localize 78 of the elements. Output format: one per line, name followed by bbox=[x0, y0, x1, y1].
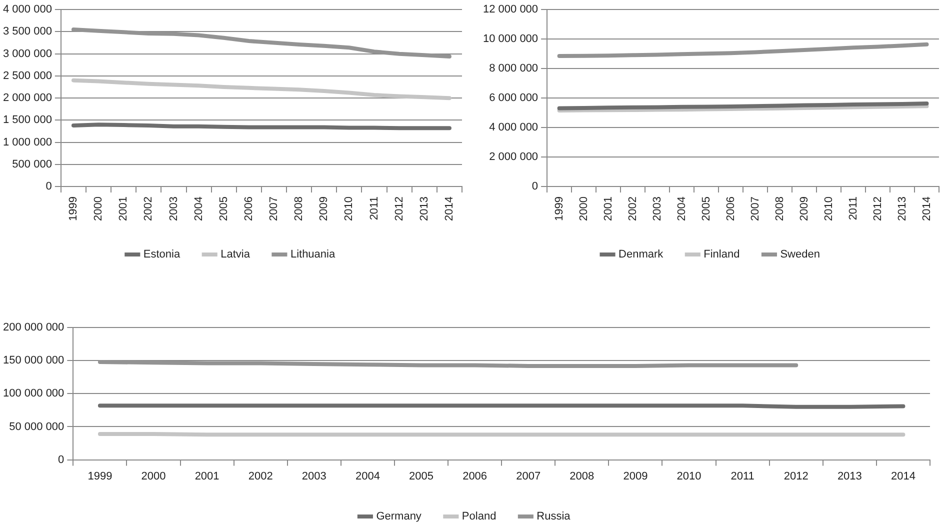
x-tick-label: 2005 bbox=[218, 196, 230, 222]
x-tick-label: 2002 bbox=[248, 470, 273, 482]
y-tick-label: 2 000 000 bbox=[489, 151, 538, 164]
y-tick-label: 2 000 000 bbox=[3, 92, 52, 104]
y-tick-label: 2 500 000 bbox=[3, 70, 52, 82]
y-tick-label: 4 000 000 bbox=[489, 122, 538, 134]
legend-label: Finland bbox=[704, 248, 740, 261]
y-tick-label: 8 000 000 bbox=[489, 62, 538, 75]
x-tick-label: 2003 bbox=[651, 196, 664, 222]
legend-label: Estonia bbox=[143, 248, 181, 261]
x-tick-label: 2008 bbox=[774, 196, 786, 222]
y-tick-label: 50 000 000 bbox=[9, 420, 64, 433]
x-tick-label: 2009 bbox=[623, 470, 648, 482]
legend-label: Denmark bbox=[618, 248, 664, 261]
x-tick-label: 2011 bbox=[368, 196, 380, 220]
x-tick-label: 2008 bbox=[570, 470, 594, 482]
legend-label: Sweden bbox=[780, 248, 820, 261]
x-tick-label: 2011 bbox=[730, 470, 754, 482]
x-tick-label: 2000 bbox=[92, 196, 105, 222]
y-tick-label: 150 000 000 bbox=[3, 354, 64, 367]
x-tick-label: 2007 bbox=[516, 470, 541, 482]
x-tick-label: 2013 bbox=[837, 470, 862, 482]
y-tick-label: 0 bbox=[58, 454, 64, 466]
x-tick-label: 1999 bbox=[553, 196, 566, 222]
x-tick-label: 2005 bbox=[409, 470, 434, 482]
x-tick-label: 2006 bbox=[242, 196, 255, 222]
x-tick-label: 2001 bbox=[602, 196, 614, 222]
x-tick-label: 2010 bbox=[343, 196, 356, 222]
legend-label: Lithuania bbox=[290, 248, 336, 261]
x-tick-label: 2004 bbox=[192, 196, 205, 222]
x-tick-label: 2002 bbox=[142, 196, 155, 222]
y-tick-label: 12 000 000 bbox=[482, 4, 538, 16]
x-tick-label: 2006 bbox=[724, 196, 737, 222]
y-tick-label: 500 000 bbox=[12, 158, 52, 170]
x-tick-label: 2009 bbox=[318, 196, 330, 222]
x-tick-label: 2009 bbox=[798, 196, 810, 222]
x-tick-label: 2000 bbox=[578, 196, 590, 222]
x-tick-label: 2004 bbox=[355, 470, 380, 482]
legend-label: Latvia bbox=[220, 248, 251, 261]
y-tick-label: 200 000 000 bbox=[3, 322, 64, 334]
x-tick-label: 2013 bbox=[418, 196, 430, 222]
y-tick-label: 1 000 000 bbox=[3, 136, 52, 148]
x-tick-label: 2012 bbox=[872, 196, 884, 222]
x-tick-label: 2012 bbox=[784, 470, 808, 482]
x-tick-label: 2011 bbox=[847, 196, 860, 220]
legend-label: Poland bbox=[462, 510, 496, 523]
x-tick-label: 2001 bbox=[118, 196, 130, 222]
legend-label: Russia bbox=[536, 510, 572, 523]
x-tick-label: 2005 bbox=[700, 196, 712, 222]
x-tick-label: 2006 bbox=[462, 470, 488, 482]
x-tick-label: 2003 bbox=[168, 196, 180, 222]
y-tick-label: 3 500 000 bbox=[3, 26, 52, 38]
x-tick-label: 2014 bbox=[444, 196, 456, 222]
x-tick-label: 2007 bbox=[268, 196, 280, 222]
x-tick-label: 1999 bbox=[88, 470, 112, 482]
x-tick-label: 2001 bbox=[194, 470, 220, 482]
x-tick-label: 2004 bbox=[676, 196, 688, 222]
x-tick-label: 2008 bbox=[293, 196, 306, 222]
x-tick-label: 2000 bbox=[141, 470, 166, 482]
x-tick-label: 2003 bbox=[302, 470, 326, 482]
y-tick-label: 100 000 000 bbox=[3, 388, 64, 400]
x-tick-label: 2013 bbox=[896, 196, 908, 222]
y-tick-label: 0 bbox=[46, 180, 52, 193]
legend-label: Germany bbox=[376, 510, 422, 523]
x-tick-label: 2012 bbox=[393, 196, 406, 222]
y-tick-label: 0 bbox=[532, 180, 538, 193]
x-tick-label: 1999 bbox=[68, 196, 80, 222]
x-tick-label: 2014 bbox=[890, 470, 916, 482]
y-tick-label: 4 000 000 bbox=[3, 4, 52, 16]
y-tick-label: 1 500 000 bbox=[3, 114, 52, 126]
x-tick-label: 2002 bbox=[626, 196, 639, 222]
x-tick-label: 2010 bbox=[822, 196, 835, 222]
x-tick-label: 2014 bbox=[920, 196, 933, 222]
x-tick-label: 2007 bbox=[749, 196, 762, 222]
x-tick-label: 2010 bbox=[676, 470, 702, 482]
y-tick-label: 10 000 000 bbox=[482, 33, 538, 46]
y-tick-label: 3 000 000 bbox=[3, 48, 52, 60]
y-tick-label: 6 000 000 bbox=[489, 92, 538, 104]
